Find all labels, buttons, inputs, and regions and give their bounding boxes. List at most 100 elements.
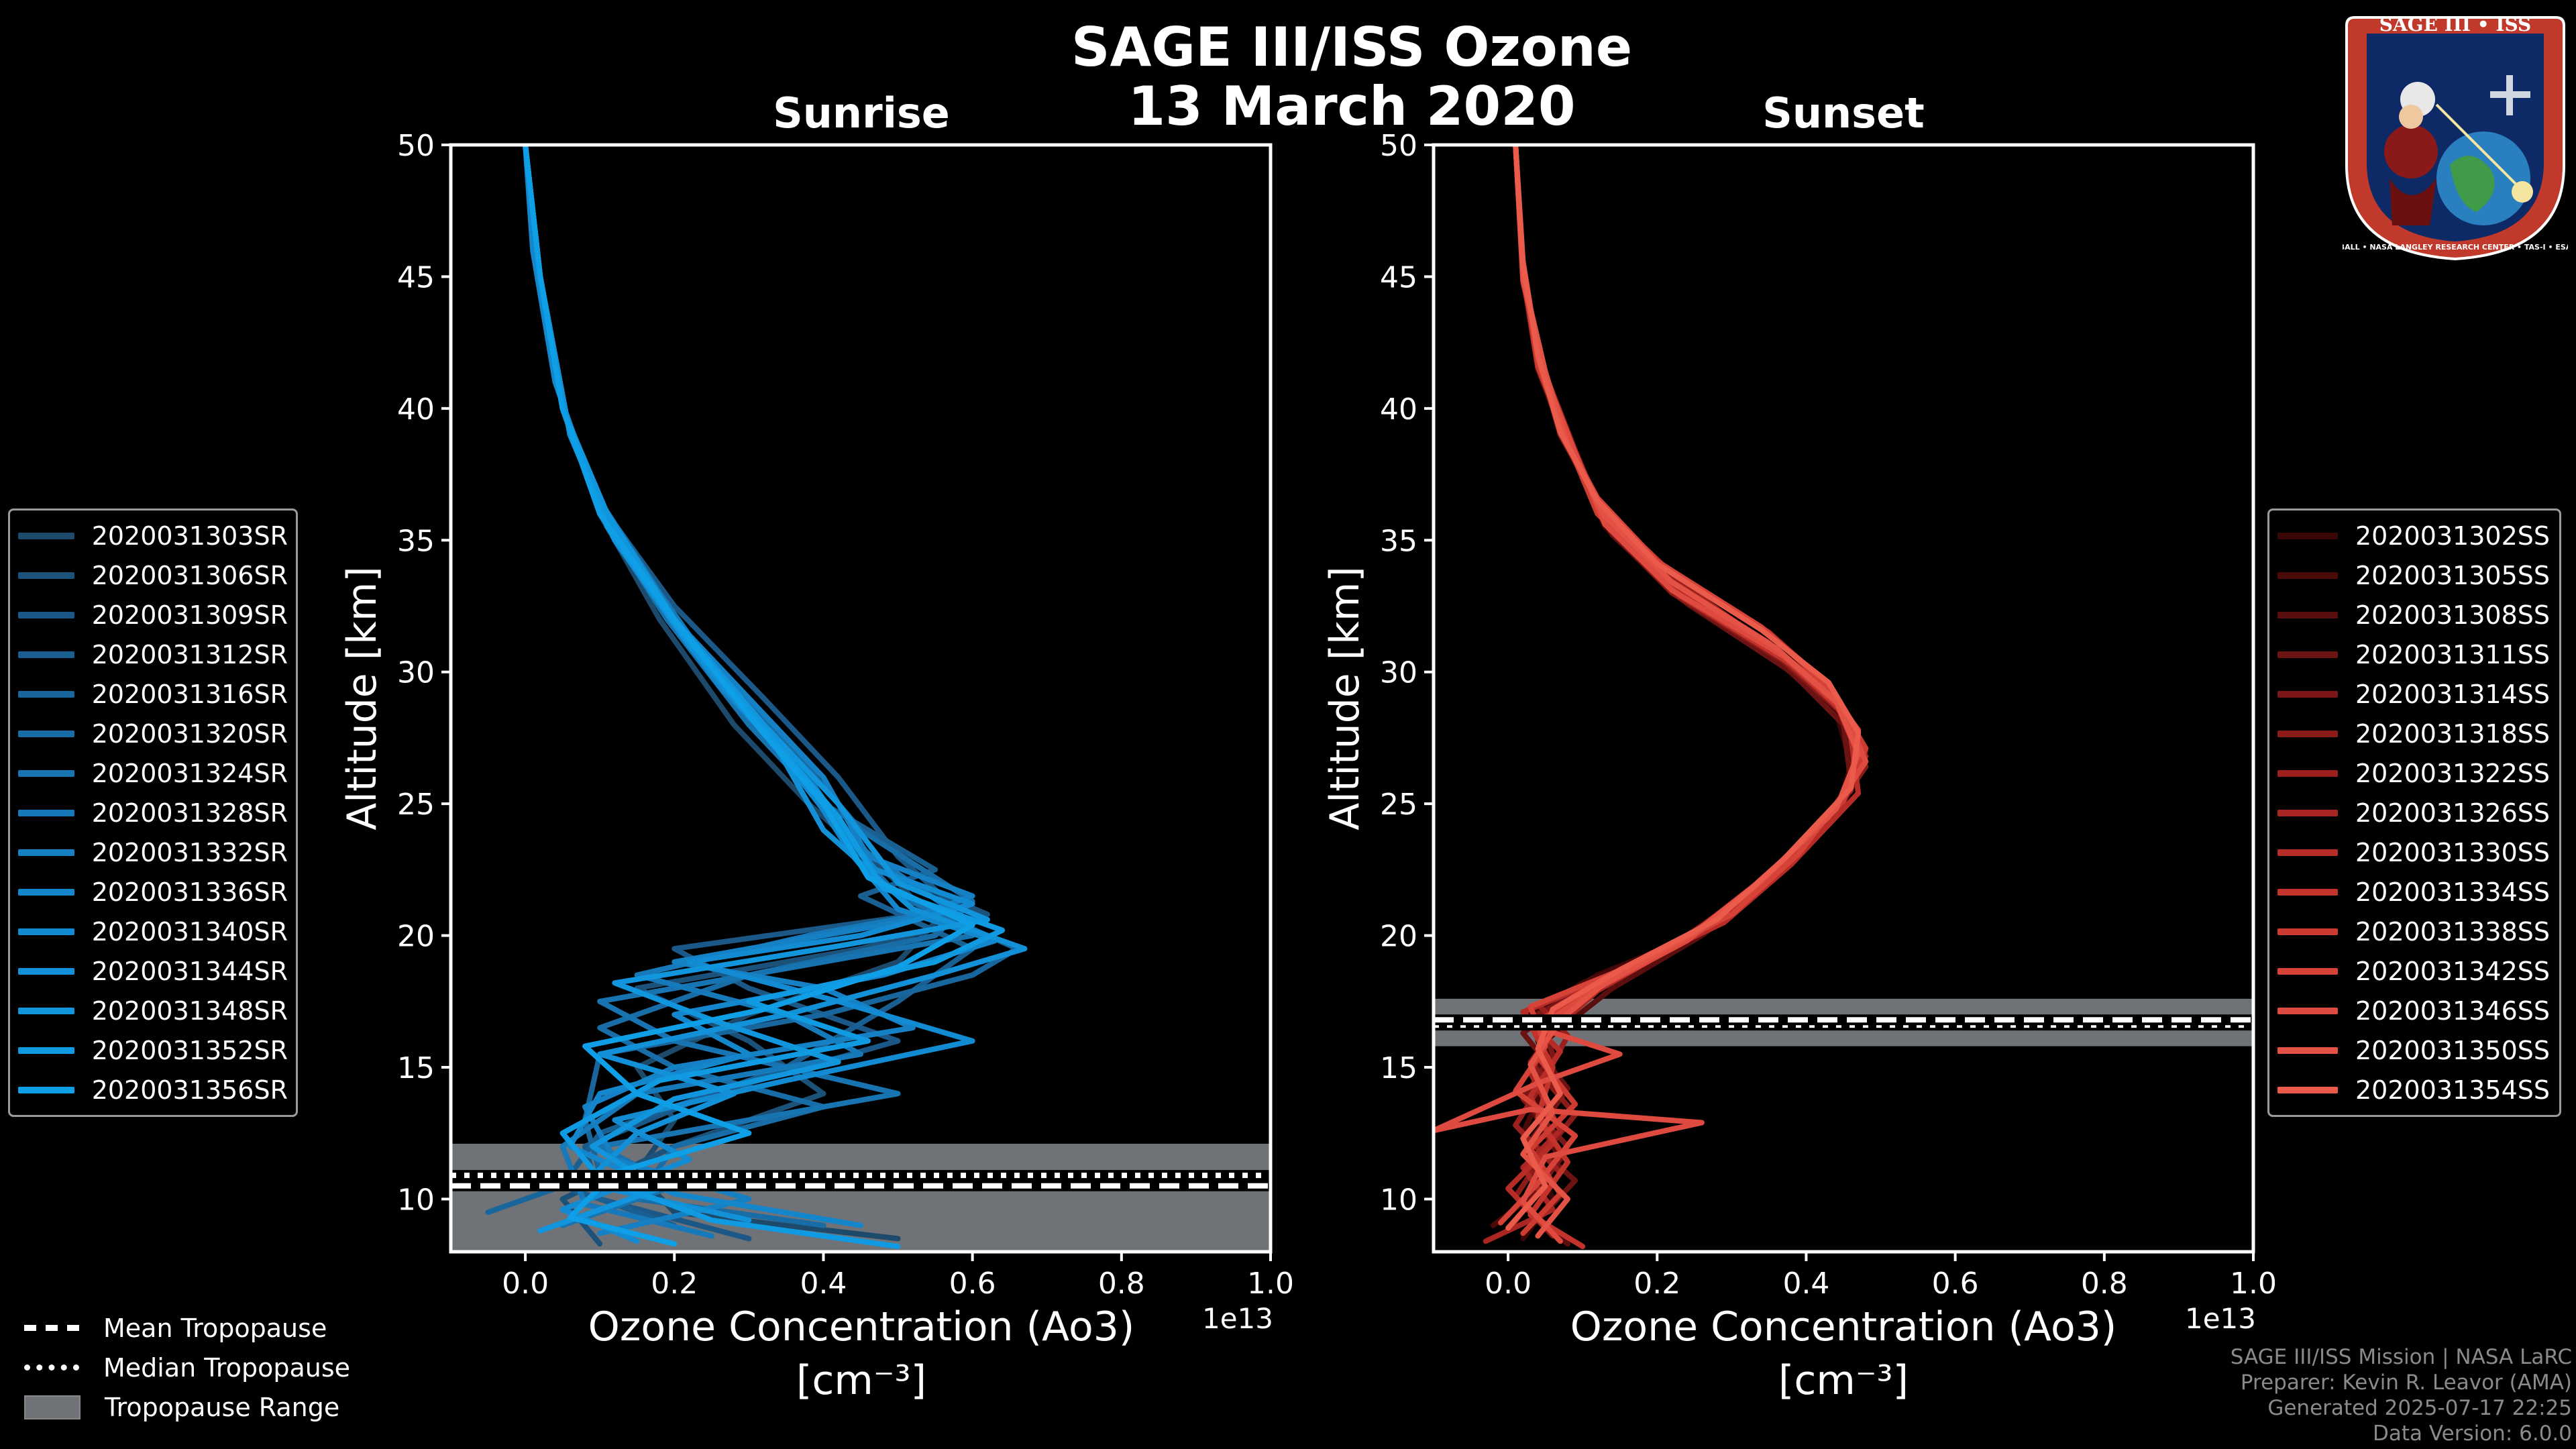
sunrise-xscale-label: 1e13	[1202, 1302, 1273, 1335]
legend-label: 2020031303SR	[91, 521, 288, 551]
sunrise-xtick-label: 1.0	[1247, 1267, 1294, 1301]
legend-swatch	[2277, 1007, 2338, 1014]
legend-tropopause-range: Tropopause Range	[24, 1387, 350, 1427]
sunrise-xtick-label: 0.2	[651, 1267, 698, 1301]
legend-label: 2020031320SR	[91, 718, 288, 749]
legend-swatch	[2277, 730, 2338, 737]
legend-swatch	[18, 967, 74, 975]
legend-label: 2020031308SS	[2355, 600, 2551, 630]
legend-label: 2020031334SS	[2355, 877, 2551, 907]
legend-item-2020031352SR: 2020031352SR	[18, 1030, 288, 1070]
legend-item-2020031354SS: 2020031354SS	[2277, 1070, 2551, 1110]
legend-label: 2020031311SS	[2355, 639, 2551, 669]
legend-swatch	[18, 888, 74, 896]
gray-box-swatch	[24, 1395, 80, 1419]
legend-mean-tropopause: Mean Tropopause	[24, 1308, 350, 1348]
sunrise-xtick-label: 0.0	[502, 1267, 549, 1301]
logo-title: SAGE III • ISS	[2379, 13, 2532, 36]
series-line-2020031311SS	[1513, 145, 1854, 1223]
sunset-ylabel: Altitude [km]	[1322, 566, 1368, 830]
sunrise-ytick-label: 30	[397, 656, 435, 690]
legend-item-2020031303SR: 2020031303SR	[18, 516, 288, 555]
legend-item-2020031332SR: 2020031332SR	[18, 833, 288, 872]
legend-item-2020031328SR: 2020031328SR	[18, 793, 288, 833]
legend-label: 2020031350SS	[2355, 1035, 2551, 1065]
sunset-xtick-label: 1.0	[2230, 1267, 2277, 1301]
legend-item-2020031314SS: 2020031314SS	[2277, 674, 2551, 714]
legend-swatch	[18, 769, 74, 777]
legend-item-2020031334SS: 2020031334SS	[2277, 872, 2551, 912]
sunrise-ytick-label: 45	[397, 260, 435, 294]
sunset-panel: Sunset 0.0 0.2 0.4 0.6 0.8 1.0 10 15 20 25 30 35 40…	[1322, 89, 2277, 1404]
footer-mission: SAGE III/ISS Mission | NASA LaRC	[2230, 1345, 2572, 1369]
sunset-legend: 2020031302SS 2020031305SS 2020031308SS 2020…	[2267, 508, 2561, 1117]
legend-label: 2020031330SS	[2355, 837, 2551, 867]
legend-item-2020031326SS: 2020031326SS	[2277, 793, 2551, 833]
legend-swatch	[2277, 967, 2338, 975]
legend-swatch	[2277, 651, 2338, 658]
legend-item-2020031342SS: 2020031342SS	[2277, 951, 2551, 991]
footer-generated: Generated 2025-07-17 22:25	[2267, 1396, 2572, 1420]
legend-item-2020031309SR: 2020031309SR	[18, 595, 288, 635]
legend-label: 2020031346SS	[2355, 996, 2551, 1026]
sunset-ytick-label: 20	[1380, 920, 1417, 954]
legend-swatch	[18, 809, 74, 816]
sunrise-panel: Sunrise 0.0 0.2 0.4 0.6 0.8 1.0 10 15 20 25 30 35 4…	[339, 89, 1294, 1404]
sunset-ytick-label: 35	[1380, 524, 1417, 558]
legend-item-2020031350SS: 2020031350SS	[2277, 1030, 2551, 1070]
sunset-ytick-label: 50	[1380, 129, 1417, 163]
sunset-ytick-label: 15	[1380, 1051, 1417, 1085]
sunrise-xtick-label: 0.8	[1098, 1267, 1145, 1301]
legend-label: 2020031305SS	[2355, 560, 2551, 590]
sunset-xtick-label: 0.2	[1633, 1267, 1680, 1301]
legend-label: 2020031302SS	[2355, 521, 2551, 551]
legend-item-2020031308SS: 2020031308SS	[2277, 595, 2551, 635]
sunrise-xunit: [cm⁻³]	[796, 1357, 926, 1404]
legend-item-2020031322SS: 2020031322SS	[2277, 753, 2551, 793]
legend-swatch	[18, 849, 74, 856]
legend-item-2020031356SR: 2020031356SR	[18, 1070, 288, 1110]
legend-swatch	[18, 532, 74, 539]
legend-item-2020031305SS: 2020031305SS	[2277, 555, 2551, 595]
legend-item-2020031344SR: 2020031344SR	[18, 951, 288, 991]
sunset-axes-frame	[1432, 143, 2255, 1254]
legend-swatch	[18, 611, 74, 619]
series-line-2020031346SS	[1434, 145, 1869, 1244]
sunset-xtick-label: 0.4	[1782, 1267, 1829, 1301]
legend-label: 2020031306SR	[91, 560, 288, 590]
legend-swatch	[2277, 809, 2338, 816]
legend-label: 2020031312SR	[91, 639, 288, 669]
legend-label: 2020031309SR	[91, 600, 288, 630]
series-line-2020031354SS	[1505, 145, 1862, 1231]
series-line-2020031348SR	[523, 145, 990, 1234]
sunset-panel-title: Sunset	[1762, 89, 1925, 138]
legend-item-2020031311SS: 2020031311SS	[2277, 635, 2551, 674]
legend-swatch	[2277, 1086, 2338, 1093]
legend-median-label: Median Tropopause	[103, 1352, 350, 1383]
legend-item-2020031302SS: 2020031302SS	[2277, 516, 2551, 555]
sunrise-ytick-label: 25	[397, 788, 435, 822]
legend-item-2020031306SR: 2020031306SR	[18, 555, 288, 595]
legend-swatch	[2277, 928, 2338, 935]
sunset-xlabel: Ozone Concentration (Ao3)	[1570, 1303, 2117, 1350]
sage-mission-patch-logo: SAGE III • ISS BALL • NASA LANGLEY RESEA…	[2343, 13, 2568, 261]
legend-label: 2020031348SR	[91, 996, 288, 1026]
legend-label: 2020031322SS	[2355, 758, 2551, 788]
sunrise-panel-title: Sunrise	[773, 89, 950, 138]
legend-swatch	[18, 928, 74, 935]
sunset-ytick-label: 25	[1380, 788, 1417, 822]
legend-median-tropopause: Median Tropopause	[24, 1348, 350, 1387]
legend-item-2020031318SS: 2020031318SS	[2277, 714, 2551, 753]
figure-title-line2: 13 March 2020	[1128, 75, 1575, 138]
sunset-ytick-label: 45	[1380, 260, 1417, 294]
logo-ring-text: BALL • NASA LANGLEY RESEARCH CENTER • TA…	[2343, 243, 2568, 252]
legend-swatch	[2277, 888, 2338, 896]
sunrise-ylabel: Altitude [km]	[339, 566, 386, 830]
legend-swatch	[2277, 849, 2338, 856]
legend-swatch	[18, 651, 74, 658]
sunset-xtick-label: 0.6	[1932, 1267, 1979, 1301]
legend-label: 2020031354SS	[2355, 1075, 2551, 1105]
series-line-2020031356SR	[523, 145, 975, 1247]
series-line-2020031334SS	[1513, 145, 1862, 1250]
